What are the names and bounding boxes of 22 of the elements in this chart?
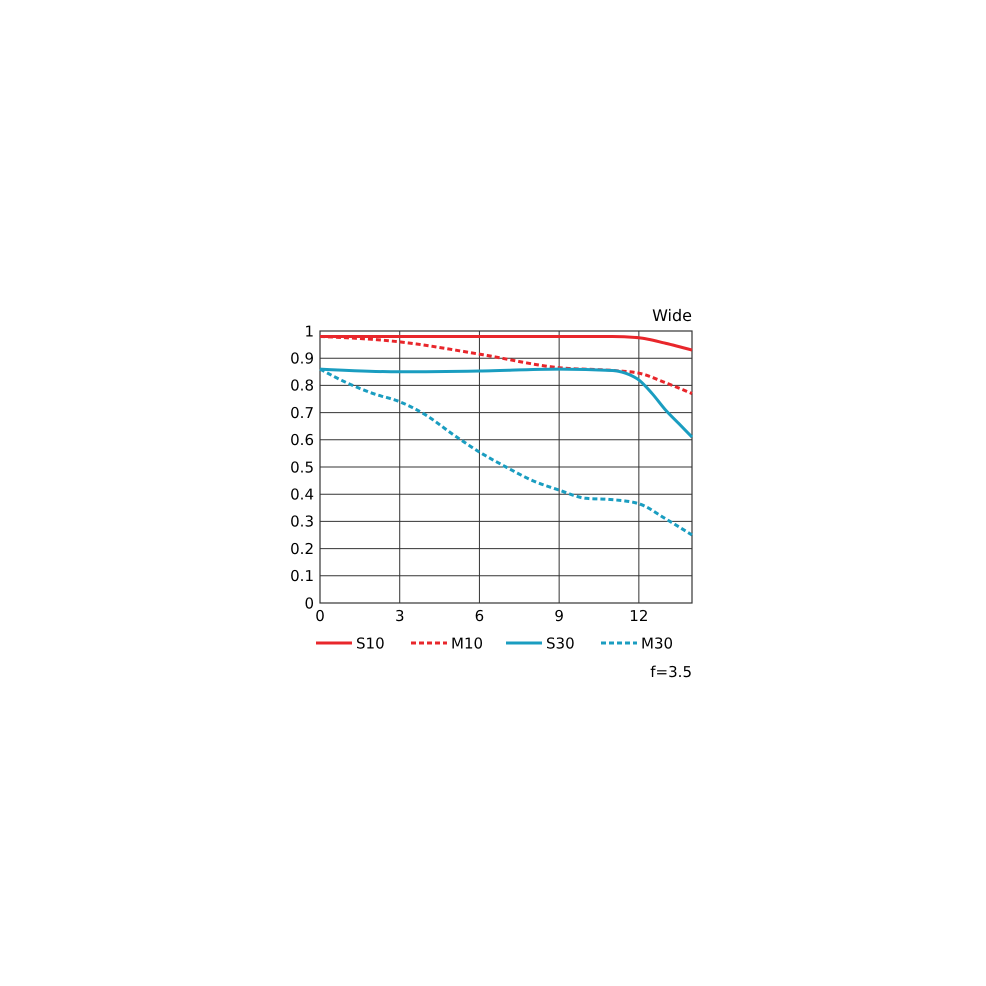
y-tick-label: 0.4 xyxy=(290,485,314,504)
x-tick-label: 0 xyxy=(315,607,325,625)
legend-label: S10 xyxy=(356,634,385,652)
legend-label: M10 xyxy=(451,634,484,652)
y-tick-label: 0.5 xyxy=(290,458,314,476)
y-tick-label: 0 xyxy=(304,594,314,612)
y-tick-label: 0.3 xyxy=(290,512,314,531)
y-tick-label: 0.9 xyxy=(290,349,314,368)
x-tick-label: 3 xyxy=(394,607,404,625)
y-tick-label: 0.2 xyxy=(290,540,314,558)
y-tick-label: 1 xyxy=(304,322,314,340)
text: f=3.5 xyxy=(650,663,692,681)
y-tick-label: 0.1 xyxy=(290,567,314,586)
legend-label: M30 xyxy=(641,634,674,652)
chart-title: Wide xyxy=(652,306,692,325)
x-tick-label: 6 xyxy=(474,607,484,625)
y-tick-label: 0.7 xyxy=(290,404,314,422)
x-tick-label: 9 xyxy=(554,607,564,625)
legend-label: S30 xyxy=(546,634,575,652)
y-tick-label: 0.8 xyxy=(290,376,314,395)
x-tick-label: 12 xyxy=(629,607,648,625)
y-tick-label: 0.6 xyxy=(290,431,314,450)
